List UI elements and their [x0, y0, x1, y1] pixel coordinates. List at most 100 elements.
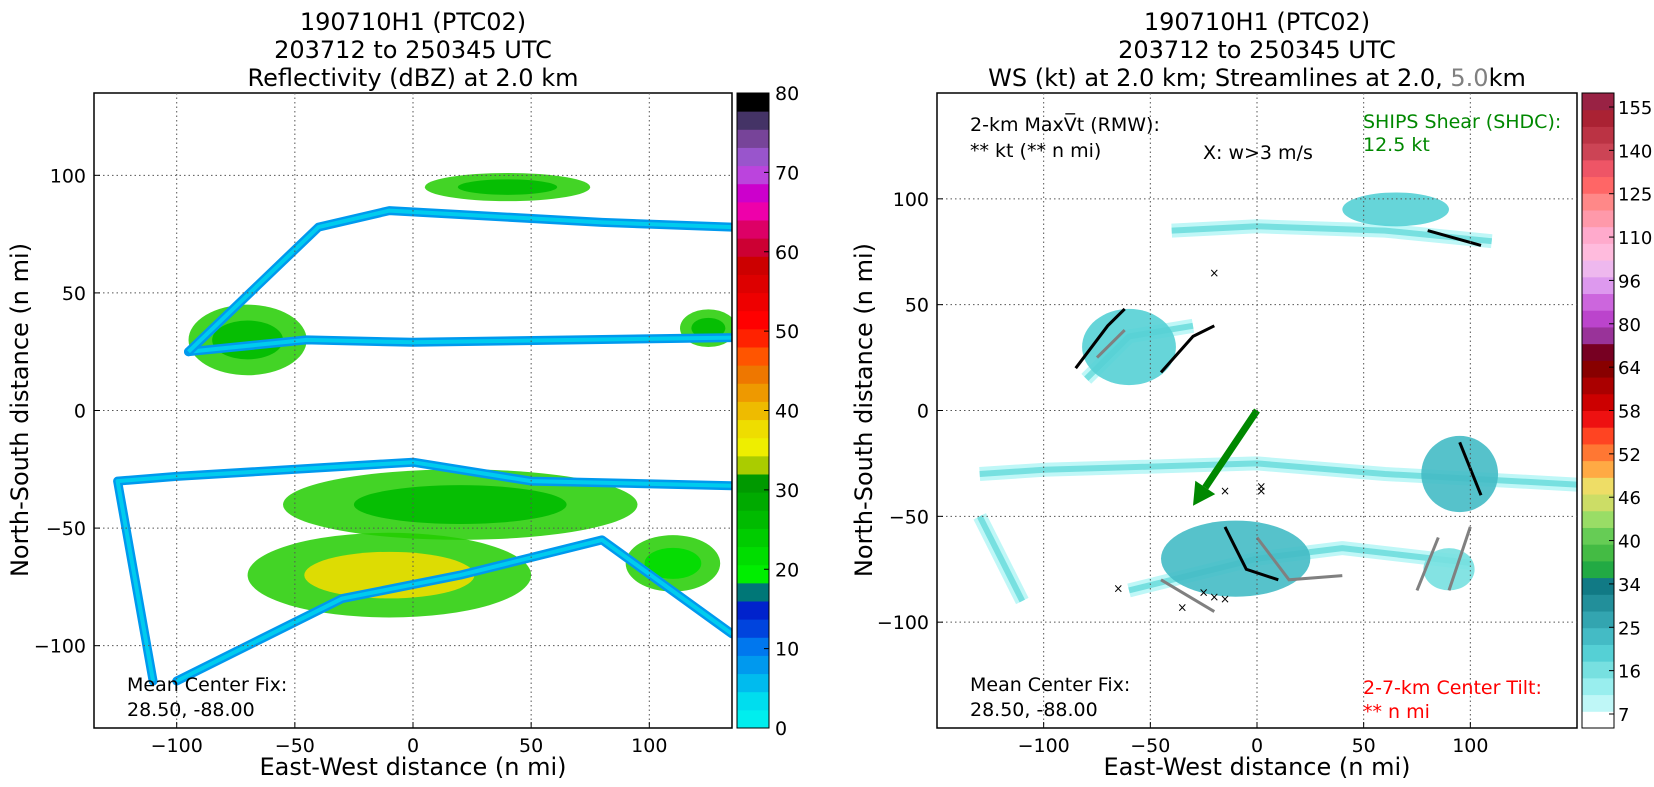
left-ytick-label: 0	[74, 401, 86, 423]
left-center-fix-value: 28.50, -88.00	[127, 699, 255, 721]
left-colorbar-swatch	[737, 673, 769, 693]
right-colorbar-swatch	[1582, 293, 1614, 311]
left-colorbar-swatch	[737, 93, 769, 112]
left-colorbar-swatch	[737, 256, 769, 275]
left-colorbar-swatch	[737, 111, 769, 130]
left-ticks: −100 −50 0 50 100 100 50 0 −50 −100	[34, 165, 668, 757]
right-colorbar-swatch	[1582, 427, 1614, 445]
right-colorbar-swatch	[1582, 410, 1614, 428]
right-colorbar-swatch	[1582, 661, 1614, 679]
right-colorbar-swatch	[1582, 209, 1614, 228]
left-panel: 190710H1 (PTC02) 203712 to 250345 UTC Re…	[6, 8, 799, 781]
streamline-4	[1427, 229, 1482, 247]
streamline-7	[1160, 578, 1216, 613]
left-y-axis-label: North-South distance (n mi)	[6, 243, 34, 577]
ws-region-3	[1423, 548, 1475, 591]
right-colorbar-swatch	[1582, 494, 1614, 512]
right-title-line2: 203712 to 250345 UTC	[1118, 36, 1396, 64]
right-colorbar-swatch	[1582, 577, 1614, 595]
left-colorbar-swatch	[737, 274, 769, 294]
left-colorbar-swatch	[737, 401, 769, 421]
w-marker: ×	[1209, 266, 1219, 280]
left-x-axis-label: East-West distance (n mi)	[259, 753, 566, 781]
left-xtick-label: 50	[519, 735, 543, 757]
left-colorbar-swatch	[737, 582, 769, 602]
right-colorbar-swatch	[1582, 711, 1614, 729]
right-colorbar-label: 16	[1618, 662, 1641, 683]
center-tilt-label: 2-7-km Center Tilt:	[1363, 677, 1542, 699]
right-gridlines	[937, 93, 1577, 728]
right-colorbar-swatch	[1582, 611, 1614, 629]
right-title-line3-c: km	[1489, 64, 1526, 92]
left-colorbar-label: 20	[775, 559, 799, 581]
left-colorbar-swatch	[737, 546, 769, 566]
right-colorbar-swatch	[1582, 109, 1614, 127]
right-ytick-label: 50	[905, 295, 929, 317]
echo-core-3	[304, 551, 475, 599]
echo-core-1	[457, 179, 558, 195]
flight-leg-core-3	[187, 208, 732, 354]
left-colorbar-swatch	[737, 201, 769, 221]
w-marker: ×	[1256, 484, 1266, 498]
left-title-line3: Reflectivity (dBZ) at 2.0 km	[248, 64, 579, 92]
left-colorbar-label: 40	[775, 401, 799, 423]
ws-region-0	[1082, 308, 1176, 386]
right-colorbar-swatch	[1582, 310, 1614, 328]
left-colorbar-label: 80	[775, 83, 799, 105]
w-marker: ×	[1113, 581, 1123, 595]
right-colorbar-label: 140	[1618, 141, 1652, 162]
w-marker: ×	[1220, 592, 1230, 606]
left-colorbar-swatch	[737, 383, 769, 402]
right-colorbar-swatch	[1582, 644, 1614, 662]
right-title-line3: WS (kt) at 2.0 km; Streamlines at 2.0, 5…	[988, 64, 1526, 92]
right-xtick-label: 100	[1452, 735, 1488, 757]
streamline-5	[1095, 329, 1126, 359]
w-marker: ×	[1209, 590, 1219, 604]
right-colorbar-swatch	[1582, 226, 1614, 244]
w-marker: ×	[1177, 600, 1187, 614]
right-panel: 190710H1 (PTC02) 203712 to 250345 UTC WS…	[850, 8, 1652, 781]
right-plot-area: ×× ××××× ××	[973, 192, 1577, 614]
left-colorbar-swatch	[737, 365, 769, 384]
left-colorbar-swatch	[737, 709, 769, 729]
left-plot-area	[113, 172, 732, 686]
left-colorbar-swatch	[737, 292, 769, 312]
left-colorbar-swatch	[737, 637, 769, 656]
right-center-fix-value: 28.50, -88.00	[970, 699, 1098, 721]
right-xtick-label: 50	[1352, 735, 1376, 757]
right-colorbar-swatch	[1582, 443, 1614, 462]
right-colorbar-swatch	[1582, 276, 1614, 295]
ws-region-4	[1342, 192, 1449, 227]
left-colorbar-swatch	[737, 220, 769, 239]
left-colorbar-swatch	[737, 437, 769, 457]
right-colorbar-swatch	[1582, 326, 1614, 345]
left-colorbar-swatch	[737, 347, 769, 366]
right-x-axis-label: East-West distance (n mi)	[1103, 753, 1410, 781]
left-colorbar-label: 70	[775, 162, 799, 184]
right-title-line3-b: 5.0	[1450, 64, 1488, 92]
left-colorbar-swatch	[737, 165, 769, 185]
flight-leg-core-0	[115, 460, 732, 682]
left-xtick-label: 100	[631, 735, 667, 757]
right-colorbar-swatch	[1582, 193, 1614, 211]
streamline-8	[1415, 536, 1440, 591]
ws-swath-core-2	[1171, 223, 1492, 245]
left-colorbar-swatch	[737, 147, 769, 167]
right-xtick-label: 0	[1251, 735, 1263, 757]
right-ticks: −100 −50 0 50 100 100 50 0 −50 −100	[877, 189, 1489, 757]
right-colorbar-swatch	[1582, 527, 1614, 545]
right-colorbar-label: 80	[1618, 315, 1641, 336]
left-colorbar-swatch	[737, 691, 769, 711]
right-ytick-label: 0	[917, 401, 929, 423]
center-tilt-value: ** n mi	[1363, 701, 1430, 723]
left-colorbar: 80 70 60 50 40 30 20 10 0	[736, 83, 799, 740]
left-colorbar-swatch	[737, 455, 769, 475]
echo-core-2	[353, 485, 567, 524]
left-colorbar-swatch	[737, 129, 769, 148]
right-colorbar-label: 110	[1618, 228, 1652, 249]
right-colorbar-swatch	[1582, 627, 1614, 645]
right-colorbar-swatch	[1582, 594, 1614, 612]
right-colorbar-swatch	[1582, 159, 1614, 178]
right-colorbar-swatch	[1582, 343, 1614, 361]
right-title-line3-a: WS (kt) at 2.0 km; Streamlines at 2.0,	[988, 64, 1450, 92]
